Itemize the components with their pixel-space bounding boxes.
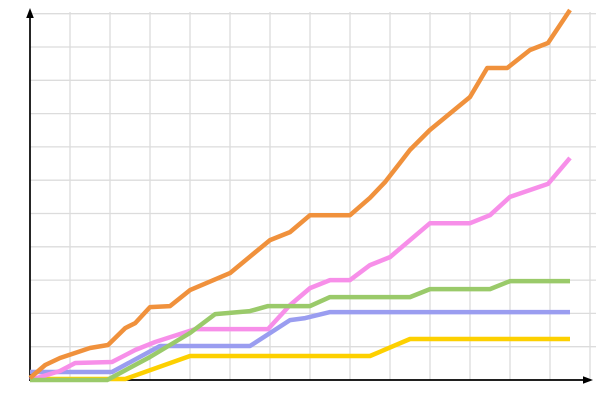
x-axis-arrow-icon bbox=[583, 376, 593, 384]
gridlines bbox=[30, 12, 596, 380]
y-axis-arrow-icon bbox=[26, 8, 34, 18]
series-orange-line bbox=[28, 8, 572, 380]
series-pink-line bbox=[29, 156, 572, 383]
series-green-line bbox=[30, 278, 570, 383]
series-periwinkle-line bbox=[30, 309, 570, 375]
data-series bbox=[28, 8, 572, 383]
